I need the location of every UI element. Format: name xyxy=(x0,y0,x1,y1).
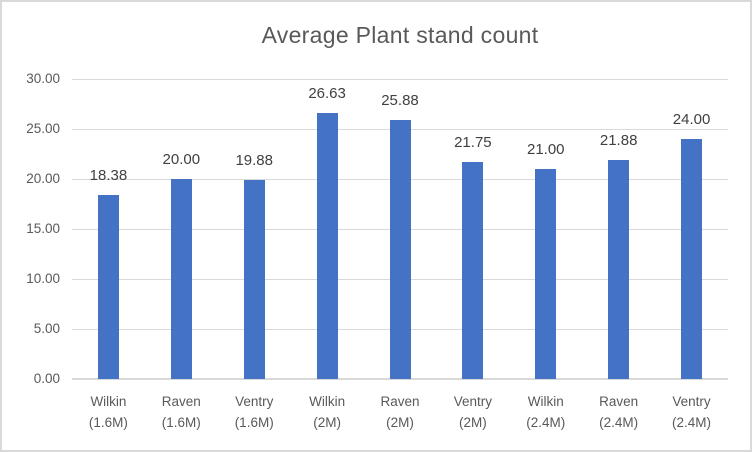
y-axis-tick-label: 5.00 xyxy=(33,321,60,336)
x-category-label-line: (2M) xyxy=(386,415,414,430)
y-axis-tick-label: 10.00 xyxy=(26,271,60,286)
x-category-label-line: (1.6M) xyxy=(88,415,128,430)
x-category-label-line: Ventry xyxy=(235,394,274,409)
y-axis-tick-label: 0.00 xyxy=(33,371,60,386)
bar xyxy=(170,179,192,379)
x-category-label-line: (2M) xyxy=(313,415,341,430)
y-axis-tick-label: 25.00 xyxy=(26,121,60,136)
x-category-label: Ventry (2M) xyxy=(436,391,509,433)
bar xyxy=(535,169,557,379)
x-category-label-line: (1.6M) xyxy=(161,415,201,430)
x-category-label-line: Raven xyxy=(380,394,420,409)
bar xyxy=(681,139,703,379)
x-category-label-line: (2.4M) xyxy=(526,415,566,430)
bar-value-label: 21.88 xyxy=(599,132,638,150)
x-category-label: Wilkin (1.6M) xyxy=(72,391,145,433)
x-category-label: Wilkin (2.4M) xyxy=(509,391,582,433)
bar-value-label: 19.88 xyxy=(235,152,273,170)
gridline xyxy=(72,79,728,80)
bar-value-label: 21.75 xyxy=(454,133,492,151)
bar xyxy=(97,195,119,379)
y-axis-tick-label: 20.00 xyxy=(26,171,60,186)
bar xyxy=(462,161,484,379)
bar xyxy=(243,180,265,379)
bar-value-label: 25.88 xyxy=(381,92,419,110)
bar-value-label: 21.00 xyxy=(526,141,565,158)
x-category-label-line: Raven xyxy=(161,394,201,409)
x-category-label-line: Raven xyxy=(599,394,639,409)
bar-value-label: 24.00 xyxy=(672,111,711,128)
bar-value-label: 26.63 xyxy=(308,84,346,102)
x-category-label: Wilkin (2M) xyxy=(291,391,364,433)
x-category-label-line: (2.4M) xyxy=(599,415,639,430)
x-category-label: Raven (1.6M) xyxy=(145,391,218,433)
bar xyxy=(389,120,411,379)
x-category-label: Ventry (1.6M) xyxy=(218,391,291,433)
x-category-label-line: (2.4M) xyxy=(672,415,712,430)
x-category-label-line: Wilkin xyxy=(309,394,346,409)
x-category-label-line: Ventry xyxy=(453,394,493,409)
x-category-label: Raven (2M) xyxy=(364,391,437,433)
x-category-label-line: Ventry xyxy=(672,394,711,409)
x-category-label: Raven (2.4M) xyxy=(582,391,655,433)
bar-value-label: 18.38 xyxy=(89,167,128,185)
x-axis-line xyxy=(72,378,728,380)
bar xyxy=(316,112,338,379)
x-category-label-line: Wilkin xyxy=(90,394,127,409)
chart-title: Average Plant stand count xyxy=(261,22,539,48)
bar-value-label: 20.00 xyxy=(162,151,201,168)
x-category-label: Ventry (2.4M) xyxy=(655,391,728,433)
x-category-label-line: (2M) xyxy=(459,415,487,430)
bar xyxy=(608,160,630,379)
x-category-label-line: (1.6M) xyxy=(234,415,274,430)
x-category-label-line: Wilkin xyxy=(527,394,564,409)
y-axis-tick-label: 15.00 xyxy=(26,221,60,236)
y-axis-tick-label: 30.00 xyxy=(26,71,60,86)
